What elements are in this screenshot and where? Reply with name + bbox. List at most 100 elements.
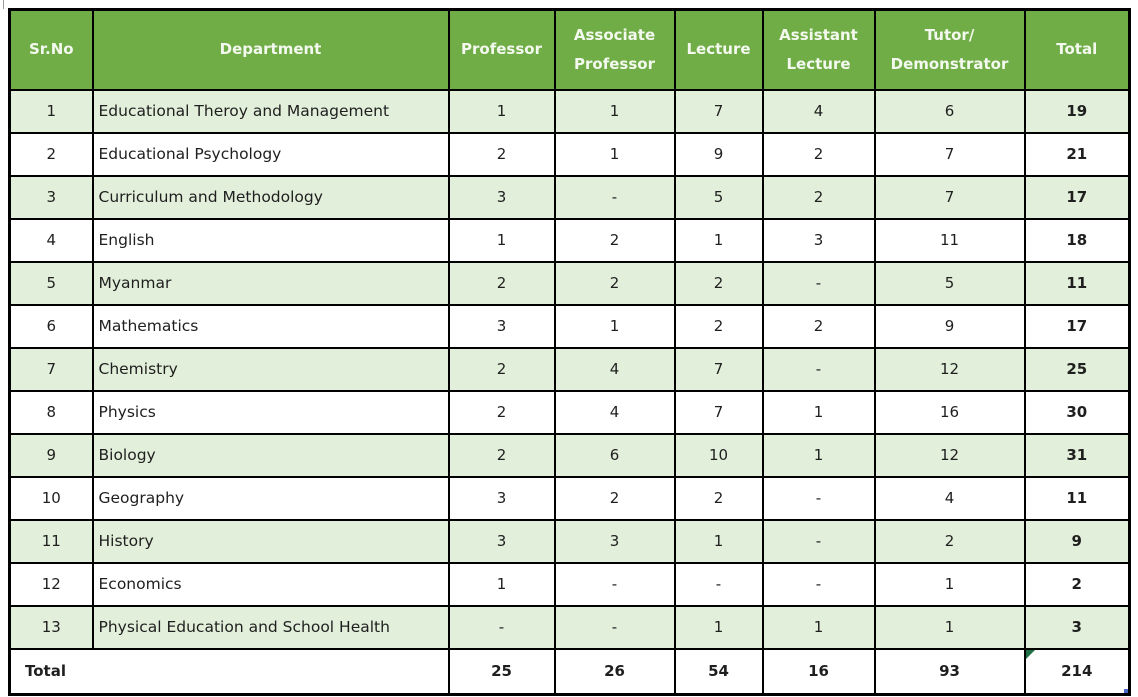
cell-tutor-demonstrator[interactable]: 1 [873,604,1026,650]
cell-tutor-demonstrator[interactable]: 6 [873,88,1026,134]
cell-assistant-lecture[interactable]: 1 [761,604,876,650]
cell-total[interactable]: 18 [1023,217,1131,263]
header-cell-department[interactable]: Department [91,8,450,91]
cell-total[interactable]: 11 [1023,475,1131,521]
cell-lecture[interactable]: 7 [673,88,764,134]
cell-department[interactable]: Mathematics [91,303,450,349]
cell-lecture[interactable]: 7 [673,346,764,392]
cell-lecture[interactable]: 1 [673,518,764,564]
cell-professor[interactable]: 1 [447,88,556,134]
cell-total[interactable]: 21 [1023,131,1131,177]
cell-assistant-lecture[interactable]: - [761,518,876,564]
header-cell-lecture[interactable]: Lecture [673,8,764,91]
cell-department[interactable]: Physics [91,389,450,435]
cell-tutor-demonstrator[interactable]: 16 [873,389,1026,435]
cell-tutor-demonstrator[interactable]: 12 [873,346,1026,392]
cell-associate-professor[interactable]: 1 [553,131,676,177]
cell-associate-professor[interactable]: 2 [553,260,676,306]
cell-assistant-lecture[interactable]: - [761,475,876,521]
cell-professor[interactable]: 2 [447,432,556,478]
cell-department[interactable]: History [91,518,450,564]
header-cell-assistant-lecture[interactable]: Assistant Lecture [761,8,876,91]
cell-total[interactable]: 11 [1023,260,1131,306]
cell-sr-no[interactable]: 4 [8,217,94,263]
cell-department[interactable]: Educational Psychology [91,131,450,177]
cell-professor[interactable]: 1 [447,217,556,263]
cell-associate-professor[interactable]: - [553,604,676,650]
cell-professor[interactable]: 1 [447,561,556,607]
header-cell-total[interactable]: Total [1023,8,1131,91]
cell-professor[interactable]: 3 [447,174,556,220]
cell-lecture[interactable]: 9 [673,131,764,177]
cell-tutor-demonstrator[interactable]: 9 [873,303,1026,349]
cell-professor[interactable]: 2 [447,346,556,392]
cell-sr-no[interactable]: 6 [8,303,94,349]
cell-total[interactable]: 19 [1023,88,1131,134]
cell-sr-no[interactable]: 7 [8,346,94,392]
cell-sr-no[interactable]: 5 [8,260,94,306]
cell-associate-professor[interactable]: - [553,561,676,607]
cell-sr-no[interactable]: 12 [8,561,94,607]
cell-total[interactable]: 2 [1023,561,1131,607]
cell-tutor-demonstrator[interactable]: 1 [873,561,1026,607]
cell-professor[interactable]: 2 [447,389,556,435]
cell-associate-professor[interactable]: 1 [553,303,676,349]
header-cell-associate-professor[interactable]: Associate Professor [553,8,676,91]
cell-associate-professor[interactable]: 2 [553,475,676,521]
footer-cell-associate-professor[interactable]: 26 [553,647,676,696]
cell-assistant-lecture[interactable]: 3 [761,217,876,263]
cell-lecture[interactable]: 5 [673,174,764,220]
header-cell-professor[interactable]: Professor [447,8,556,91]
header-cell-sr-no[interactable]: Sr.No [8,8,94,91]
cell-department[interactable]: Economics [91,561,450,607]
cell-tutor-demonstrator[interactable]: 5 [873,260,1026,306]
cell-assistant-lecture[interactable]: - [761,260,876,306]
cell-lecture[interactable]: - [673,561,764,607]
cell-tutor-demonstrator[interactable]: 12 [873,432,1026,478]
cell-department[interactable]: Myanmar [91,260,450,306]
cell-department[interactable]: Educational Theroy and Management [91,88,450,134]
cell-sr-no[interactable]: 13 [8,604,94,650]
cell-department[interactable]: Curriculum and Methodology [91,174,450,220]
cell-associate-professor[interactable]: 3 [553,518,676,564]
cell-total[interactable]: 17 [1023,174,1131,220]
cell-tutor-demonstrator[interactable]: 4 [873,475,1026,521]
cell-sr-no[interactable]: 10 [8,475,94,521]
cell-department[interactable]: Chemistry [91,346,450,392]
cell-professor[interactable]: 3 [447,518,556,564]
cell-assistant-lecture[interactable]: 1 [761,389,876,435]
footer-cell-tutor-demonstrator[interactable]: 93 [873,647,1026,696]
cell-professor[interactable]: - [447,604,556,650]
cell-lecture[interactable]: 2 [673,475,764,521]
cell-tutor-demonstrator[interactable]: 7 [873,131,1026,177]
cell-department[interactable]: Biology [91,432,450,478]
cell-lecture[interactable]: 1 [673,217,764,263]
cell-total[interactable]: 9 [1023,518,1131,564]
cell-sr-no[interactable]: 2 [8,131,94,177]
cell-department[interactable]: Geography [91,475,450,521]
cell-lecture[interactable]: 1 [673,604,764,650]
cell-department[interactable]: English [91,217,450,263]
cell-assistant-lecture[interactable]: 2 [761,131,876,177]
cell-tutor-demonstrator[interactable]: 7 [873,174,1026,220]
fill-handle[interactable] [1123,688,1128,693]
cell-sr-no[interactable]: 1 [8,88,94,134]
cell-lecture[interactable]: 2 [673,303,764,349]
cell-assistant-lecture[interactable]: 1 [761,432,876,478]
cell-assistant-lecture[interactable]: - [761,346,876,392]
footer-cell-assistant-lecture[interactable]: 16 [761,647,876,696]
cell-lecture[interactable]: 7 [673,389,764,435]
header-cell-tutor-demonstrator[interactable]: Tutor/ Demonstrator [873,8,1026,91]
cell-assistant-lecture[interactable]: 2 [761,174,876,220]
footer-cell-lecture[interactable]: 54 [673,647,764,696]
cell-associate-professor[interactable]: 1 [553,88,676,134]
cell-total[interactable]: 31 [1023,432,1131,478]
cell-sr-no[interactable]: 8 [8,389,94,435]
cell-assistant-lecture[interactable]: - [761,561,876,607]
footer-cell-grand-total[interactable]: 214 [1023,647,1131,696]
cell-assistant-lecture[interactable]: 2 [761,303,876,349]
cell-tutor-demonstrator[interactable]: 2 [873,518,1026,564]
cell-sr-no[interactable]: 11 [8,518,94,564]
cell-professor[interactable]: 3 [447,303,556,349]
cell-total[interactable]: 17 [1023,303,1131,349]
